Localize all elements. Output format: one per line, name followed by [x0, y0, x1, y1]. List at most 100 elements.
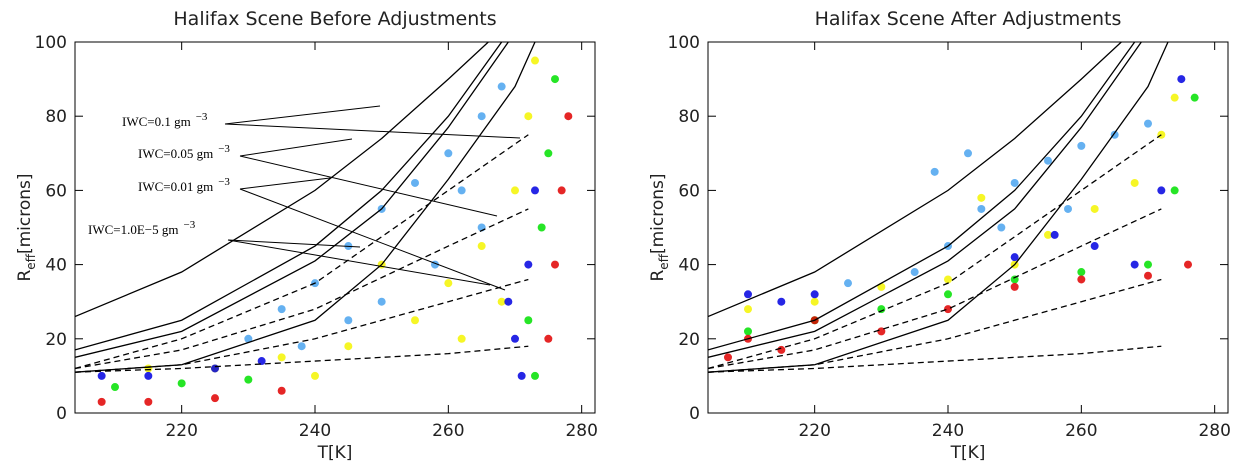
scatter-point [1077, 268, 1086, 277]
annotation-leader [227, 239, 491, 286]
scatter-point [144, 397, 153, 406]
dashed-curve [75, 345, 529, 373]
y-axis-label-sub: eff [657, 253, 671, 269]
y-tick-label: 40 [678, 256, 700, 276]
annotation-exponent: −3 [218, 143, 230, 155]
scatter-point [517, 371, 526, 380]
scatter-point [1050, 230, 1059, 239]
dashed-curve [708, 345, 1162, 373]
scatter-point [111, 383, 119, 392]
scatter-point [144, 364, 153, 373]
y-tick-label: 80 [45, 107, 67, 127]
annotation-leader [227, 239, 361, 248]
y-tick-label: 20 [45, 330, 67, 350]
scatter-point [531, 186, 539, 195]
plot-content [75, 42, 573, 406]
solid-curve [708, 42, 1169, 373]
scatter-point [277, 386, 286, 395]
scatter-point [944, 275, 952, 284]
solid-curve [75, 42, 536, 373]
y-tick-label: 20 [678, 330, 700, 350]
scatter-point [477, 242, 486, 251]
x-axis-label: T[K] [950, 443, 986, 463]
solid-curve [708, 42, 1142, 358]
solid-curve [75, 42, 509, 358]
dashed-curve [708, 278, 1162, 373]
scatter-point [444, 149, 453, 158]
annotation-leader [239, 138, 353, 157]
scatter-point [1010, 253, 1019, 262]
scatter-point [1077, 275, 1086, 284]
y-tick-label: 100 [35, 33, 67, 53]
solid-curve [708, 42, 1122, 318]
scatter-point [297, 342, 306, 351]
y-axis-label-main: R [648, 270, 668, 282]
annotation: IWC=0.1 gm [122, 114, 191, 129]
scatter-point [944, 305, 952, 314]
solid-curve [75, 42, 503, 351]
scatter-point [497, 297, 506, 306]
annotation: IWC=1.0E−5 gm [88, 222, 179, 237]
scatter-point [544, 149, 553, 158]
scatter-point [211, 364, 219, 373]
chart-title: Halifax Scene After Adjustments [815, 8, 1122, 30]
scatter-point [1177, 75, 1186, 84]
scatter-point [411, 316, 419, 325]
scatter-point [1157, 186, 1166, 195]
scatter-point [531, 371, 539, 380]
solid-curve [708, 42, 1136, 351]
scatter-point [1044, 230, 1052, 239]
scatter-point [1010, 178, 1019, 187]
scatter-point [497, 82, 506, 91]
scatter-point [504, 297, 513, 306]
scatter-point [557, 186, 566, 195]
scatter-point [537, 223, 546, 232]
y-tick-label: 80 [678, 107, 700, 127]
scatter-point [211, 394, 219, 403]
x-tick-label: 260 [1065, 421, 1097, 441]
scatter-point [777, 297, 786, 306]
scatter-point [910, 268, 919, 277]
scatter-point [551, 260, 559, 269]
scatter-point [1064, 204, 1072, 213]
scatter-point [457, 186, 466, 195]
y-tick-label: 60 [45, 181, 67, 201]
y-tick-label: 0 [689, 404, 700, 424]
scatter-point [377, 297, 386, 306]
annotation-leader [224, 123, 521, 139]
scatter-point [531, 56, 539, 65]
annotation: IWC=0.01 gm [138, 179, 213, 194]
scatter-point [977, 204, 986, 213]
annotation-leader [239, 177, 331, 190]
annotation-exponent: −3 [184, 219, 196, 231]
scatter-point [930, 167, 939, 176]
x-tick-label: 280 [565, 421, 597, 441]
y-tick-label: 40 [45, 256, 67, 276]
scatter-point [1170, 93, 1179, 102]
scatter-point [1130, 178, 1139, 187]
chart-title: Halifax Scene Before Adjustments [173, 8, 496, 30]
scatter-point [777, 345, 786, 354]
plot-frame [74, 41, 596, 414]
scatter-point [1184, 260, 1192, 269]
scatter-point [544, 334, 553, 343]
x-tick-label: 240 [299, 421, 331, 441]
scatter-point [1077, 141, 1086, 150]
scatter-point [1010, 282, 1019, 291]
scatter-point [1010, 275, 1019, 284]
scatter-point [877, 327, 886, 336]
y-tick-label: 60 [678, 181, 700, 201]
x-axis-label: T[K] [317, 443, 353, 463]
scatter-point [1144, 260, 1152, 269]
y-axis-label: Reff[microns] [648, 173, 671, 281]
scatter-point [810, 290, 819, 299]
scatter-point [524, 112, 533, 121]
dashed-curve [75, 208, 529, 370]
scatter-point [944, 290, 952, 299]
y-axis-label: Reff[microns] [15, 173, 38, 281]
dashed-curve [708, 208, 1162, 370]
scatter-point [244, 334, 253, 343]
scatter-point [457, 334, 466, 343]
scatter-point [311, 371, 319, 380]
scatter-point [1144, 271, 1152, 280]
